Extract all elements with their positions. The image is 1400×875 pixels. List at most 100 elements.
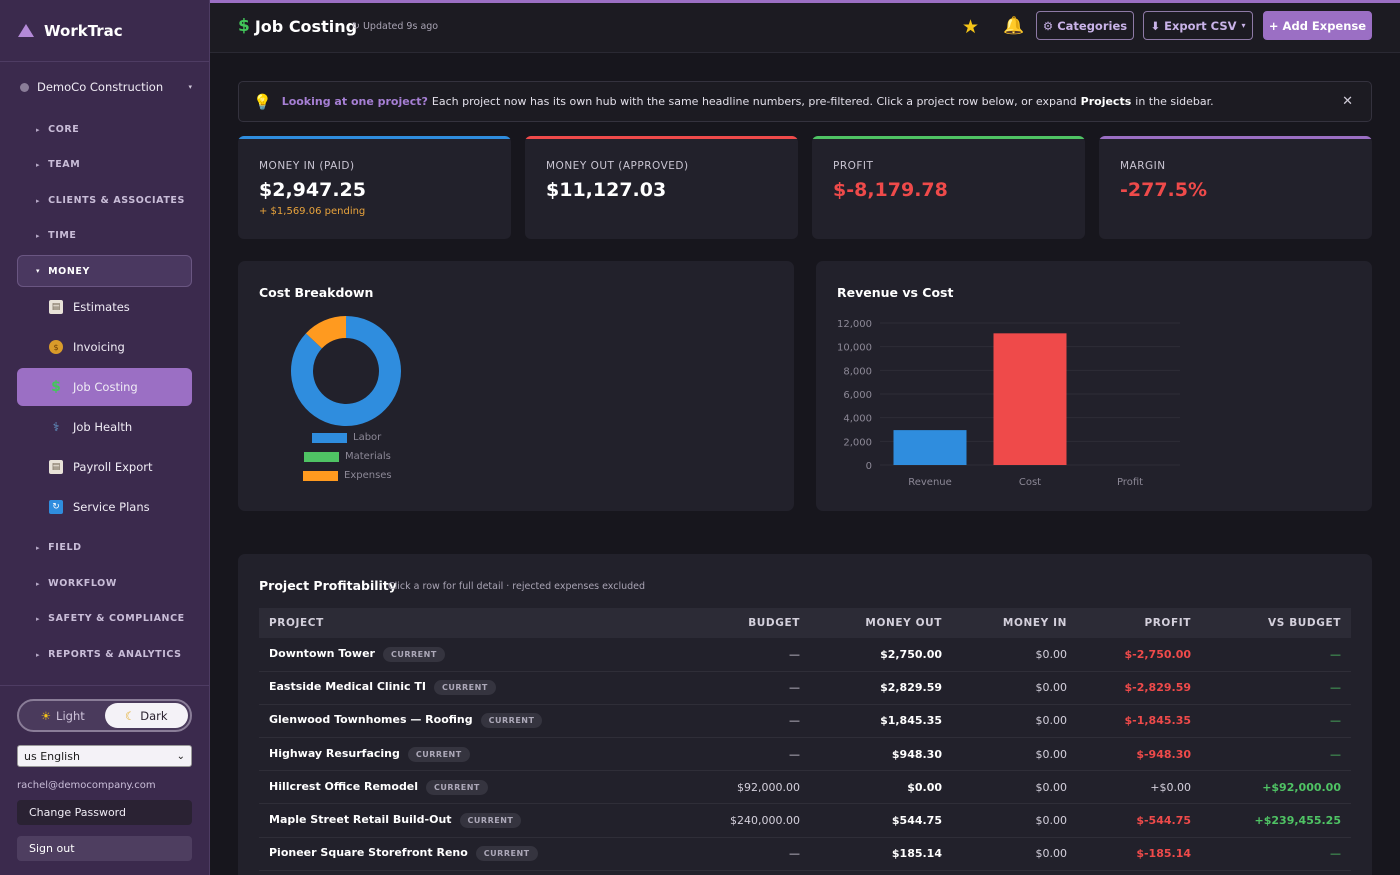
change-password-button[interactable]: Change Password xyxy=(17,800,192,825)
brand[interactable]: WorkTrac xyxy=(0,0,209,62)
vs-budget-cell: — xyxy=(1330,647,1341,661)
bar-chart: 12,000 10,000 8,000 6,000 4,000 2,000 0 Revenue… xyxy=(837,319,1180,488)
y-tick-label: 2,000 xyxy=(843,437,872,448)
money-out-cell: $0.00 xyxy=(907,780,942,794)
caret-right-icon: ▸ xyxy=(36,650,41,659)
caret-right-icon: ▸ xyxy=(36,160,41,169)
nav-section-time[interactable]: ▸ TIME xyxy=(36,230,76,241)
money-in-cell: $0.00 xyxy=(1035,814,1068,828)
money-in-cell: $0.00 xyxy=(1035,780,1068,794)
chart-title: Revenue vs Cost xyxy=(837,285,954,300)
table-row[interactable]: Maple Street Retail Build-Out CURRENT $24… xyxy=(259,804,1351,838)
vs-budget-cell: — xyxy=(1330,714,1341,728)
legend-swatch xyxy=(312,432,347,443)
project-name: Downtown Tower xyxy=(269,646,375,660)
y-tick-label: 0 xyxy=(866,461,872,472)
stat-accent-bar xyxy=(525,136,798,139)
nav-section-workflow[interactable]: ▸ WORKFLOW xyxy=(36,578,117,589)
sidebar-item-job-costing[interactable]: $ Job Costing xyxy=(17,368,192,406)
stat-value: $2,947.25 xyxy=(259,179,366,201)
nav-section-field[interactable]: ▸ FIELD xyxy=(36,542,82,553)
budget-cell: — xyxy=(789,647,800,661)
legend-labor: Labor xyxy=(312,432,381,443)
sidebar-item-invoicing[interactable]: $ Invoicing xyxy=(17,328,192,366)
export-csv-button[interactable]: ⬇ Export CSV ▾ xyxy=(1143,11,1253,40)
nav-section-label: CLIENTS & ASSOCIATES xyxy=(48,195,185,206)
nav-section-safety[interactable]: ▸ SAFETY & COMPLIANCE xyxy=(36,613,185,624)
stat-pending: + $1,569.06 pending xyxy=(259,206,366,217)
vs-budget-cell: — xyxy=(1330,847,1341,861)
project-cell: Maple Street Retail Build-Out CURRENT xyxy=(259,804,679,837)
status-badge: CURRENT xyxy=(480,713,543,729)
theme-light-option[interactable]: ☀ Light xyxy=(21,703,105,728)
money-bag-icon: $ xyxy=(49,340,63,354)
col-header-money-in[interactable]: MONEY IN xyxy=(1002,617,1067,629)
banner-projects-link[interactable]: Projects xyxy=(1080,95,1132,108)
theme-dark-option[interactable]: ☾ Dark xyxy=(104,703,188,728)
stat-label: MARGIN xyxy=(1120,160,1166,172)
profitability-table: PROJECT BUDGET MONEY OUT MONEY IN PROFIT… xyxy=(259,608,1351,871)
donut-slice-expenses xyxy=(305,316,347,349)
refresh-icon: ↻ xyxy=(49,500,63,514)
y-tick-label: 12,000 xyxy=(837,319,872,330)
col-header-profit[interactable]: PROFIT xyxy=(1144,617,1191,629)
col-header-money-out[interactable]: MONEY OUT xyxy=(865,617,942,629)
sidebar-item-label: Invoicing xyxy=(73,340,125,354)
col-header-budget[interactable]: BUDGET xyxy=(748,617,800,629)
nav-section-money[interactable]: ▾ MONEY xyxy=(17,255,192,287)
table-row[interactable]: Downtown Tower CURRENT — $2,750.00 $0.00 … xyxy=(259,638,1351,672)
stat-value: $-8,179.78 xyxy=(833,179,948,201)
caret-right-icon: ▸ xyxy=(36,196,41,205)
sidebar-item-job-health[interactable]: ⚕ Job Health xyxy=(17,408,192,446)
table-row[interactable]: Pioneer Square Storefront Reno CURRENT — … xyxy=(259,837,1351,871)
stat-accent-bar xyxy=(238,136,511,139)
caret-right-icon: ▸ xyxy=(36,579,41,588)
close-icon[interactable]: ✕ xyxy=(1342,94,1353,109)
nav-section-label: WORKFLOW xyxy=(48,578,117,589)
sign-out-button[interactable]: Sign out xyxy=(17,836,192,861)
table-row[interactable]: Eastside Medical Clinic TI CURRENT — $2,8… xyxy=(259,671,1351,705)
sun-icon: ☀ xyxy=(40,708,52,723)
nav-section-label: REPORTS & ANALYTICS xyxy=(48,649,182,660)
add-expense-button[interactable]: + Add Expense xyxy=(1263,11,1372,40)
nav-section-team[interactable]: ▸ TEAM xyxy=(36,159,80,170)
col-header-vs-budget[interactable]: VS BUDGET xyxy=(1268,617,1341,629)
bell-icon[interactable]: 🔔 xyxy=(1003,16,1025,36)
document-icon: ▤ xyxy=(49,300,63,314)
sidebar-item-service-plans[interactable]: ↻ Service Plans xyxy=(17,488,192,526)
star-icon[interactable]: ★ xyxy=(962,16,980,38)
language-select[interactable]: us English ⌄ xyxy=(17,745,192,767)
company-switcher[interactable]: DemoCo Construction ▾ xyxy=(20,80,192,94)
table-row[interactable]: Hillcrest Office Remodel CURRENT $92,000.… xyxy=(259,771,1351,804)
nav-section-label: SAFETY & COMPLIANCE xyxy=(48,613,185,624)
table-header-row: PROJECT BUDGET MONEY OUT MONEY IN PROFIT… xyxy=(259,608,1351,638)
theme-toggle[interactable]: ☀ Light ☾ Dark xyxy=(17,699,192,732)
vs-budget-cell: +$92,000.00 xyxy=(1262,780,1341,794)
nav-section-reports[interactable]: ▸ REPORTS & ANALYTICS xyxy=(36,649,182,660)
sidebar-item-payroll-export[interactable]: ▤ Payroll Export xyxy=(17,448,192,486)
table-row[interactable]: Highway Resurfacing CURRENT — $948.30 $0.… xyxy=(259,738,1351,771)
stat-label: PROFIT xyxy=(833,160,874,172)
status-badge: CURRENT xyxy=(459,813,522,829)
money-out-cell: $544.75 xyxy=(891,814,942,828)
project-name: Pioneer Square Storefront Reno xyxy=(269,846,468,860)
budget-cell: — xyxy=(789,714,800,728)
nav-section-clients[interactable]: ▸ CLIENTS & ASSOCIATES xyxy=(36,195,185,206)
categories-button[interactable]: ⚙ Categories xyxy=(1036,11,1134,40)
table-row[interactable]: Glenwood Townhomes — Roofing CURRENT — $1… xyxy=(259,704,1351,738)
revenue-vs-cost-card: Revenue vs Cost 12,000 10,000 8,000 6,000 4,… xyxy=(816,261,1372,511)
stat-card-margin: MARGIN -277.5% xyxy=(1099,136,1372,239)
money-in-cell: $0.00 xyxy=(1035,647,1068,661)
vs-budget-cell: — xyxy=(1330,747,1341,761)
money-out-cell: $1,845.35 xyxy=(880,714,942,728)
nav-section-core[interactable]: ▸ CORE xyxy=(36,124,79,135)
sidebar-item-estimates[interactable]: ▤ Estimates xyxy=(17,288,192,326)
stat-card-money-in: MONEY IN (PAID) $2,947.25 + $1,569.06 pe… xyxy=(238,136,511,239)
project-cell: Pioneer Square Storefront Reno CURRENT xyxy=(259,837,679,870)
stat-card-profit: PROFIT $-8,179.78 xyxy=(812,136,1085,239)
sidebar-item-label: Estimates xyxy=(73,300,130,314)
chevron-down-icon: ⌄ xyxy=(176,750,185,762)
col-header-project[interactable]: PROJECT xyxy=(269,617,324,629)
caret-right-icon: ▸ xyxy=(36,125,41,134)
project-cell: Hillcrest Office Remodel CURRENT xyxy=(259,771,679,804)
